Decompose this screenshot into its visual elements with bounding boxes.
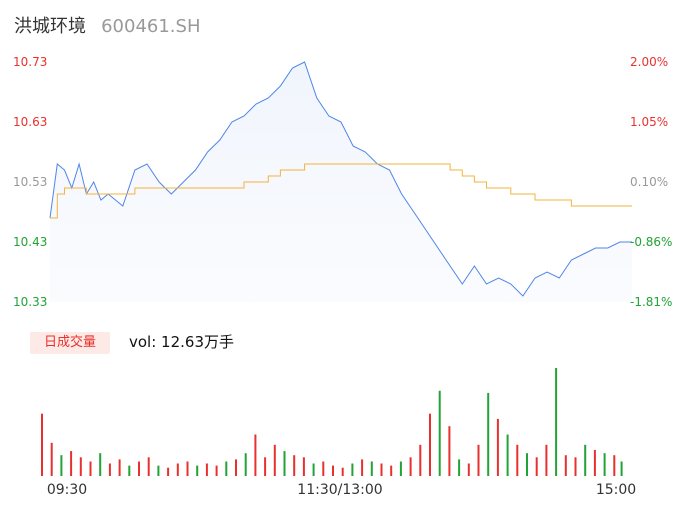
- volume-bar: [167, 467, 170, 476]
- volume-bar: [574, 457, 577, 476]
- price-fill-area: [50, 62, 632, 302]
- volume-bar: [60, 455, 63, 476]
- volume-bar: [341, 467, 344, 476]
- volume-bar: [516, 444, 519, 476]
- volume-bar: [438, 390, 441, 476]
- volume-bar: [41, 413, 43, 476]
- percent-axis-right: 2.00% 1.05% 0.10% -0.86% -1.81%: [630, 55, 672, 309]
- volume-bar: [380, 463, 383, 476]
- price-line: [49, 61, 632, 297]
- volume-bar: [244, 453, 247, 476]
- volume-bar: [273, 444, 276, 476]
- price-tick-label: 10.53: [13, 175, 47, 189]
- volume-bar: [487, 392, 490, 476]
- volume-bar: [535, 457, 538, 476]
- price-tick-label: 10.63: [13, 115, 47, 129]
- volume-bar: [555, 368, 558, 476]
- volume-bar: [215, 465, 218, 476]
- volume-bar: [419, 444, 422, 476]
- volume-bar: [79, 457, 82, 476]
- volume-bar: [293, 455, 296, 476]
- volume-bar: [370, 461, 373, 476]
- volume-bar: [89, 461, 92, 476]
- stock-name: 洪城环境: [14, 16, 86, 37]
- stock-code: 600461.SH: [101, 16, 201, 37]
- percent-tick-label: 1.05%: [630, 115, 668, 129]
- volume-bar: [118, 459, 121, 476]
- volume-bar: [147, 457, 150, 476]
- volume-bar: [70, 451, 73, 476]
- volume-bar: [506, 434, 509, 476]
- volume-bar: [351, 463, 354, 476]
- volume-bar: [186, 461, 189, 476]
- volume-bar: [235, 459, 237, 476]
- time-tick-label: 15:00: [596, 482, 636, 498]
- volume-bar: [409, 457, 412, 476]
- price-axis-left: 10.73 10.63 10.53 10.43 10.33: [13, 55, 47, 309]
- volume-bar: [458, 459, 461, 476]
- volume-bar: [50, 442, 53, 476]
- volume-bar: [477, 444, 480, 476]
- time-tick-label: 11:30/13:00: [297, 482, 382, 498]
- volume-bar: [128, 465, 131, 476]
- volume-bar: [526, 453, 528, 476]
- volume-bar: [108, 463, 111, 476]
- percent-tick-label: 0.10%: [630, 175, 668, 189]
- volume-bar: [99, 453, 102, 476]
- volume-bar: [254, 434, 257, 476]
- volume-bar: [545, 444, 548, 476]
- volume-bar: [312, 463, 315, 476]
- volume-bars: [41, 368, 623, 476]
- price-tick-label: 10.33: [13, 295, 47, 309]
- volume-bar: [283, 451, 286, 476]
- volume-bar: [613, 455, 616, 476]
- volume-bar: [205, 463, 208, 476]
- price-tick-label: 10.73: [13, 55, 47, 69]
- average-price-line: [50, 163, 632, 219]
- volume-bar: [322, 461, 325, 476]
- time-tick-label: 09:30: [47, 482, 87, 498]
- percent-tick-label: -0.86%: [630, 235, 672, 249]
- percent-tick-label: 2.00%: [630, 55, 668, 69]
- price-tick-label: 10.43: [13, 235, 47, 249]
- volume-bar: [138, 461, 140, 476]
- volume-bar: [176, 463, 179, 476]
- percent-tick-label: -1.81%: [630, 295, 672, 309]
- volume-bar: [157, 465, 160, 476]
- volume-bar: [429, 413, 431, 476]
- volume-bar: [399, 461, 402, 476]
- volume-bar: [496, 418, 499, 476]
- price-area: [49, 61, 632, 302]
- volume-bar: [603, 453, 606, 476]
- volume-bar: [390, 465, 393, 476]
- volume-bar: [620, 461, 623, 476]
- volume-bar: [302, 457, 305, 476]
- volume-bar: [225, 461, 228, 476]
- volume-bar: [196, 465, 199, 476]
- volume-bar: [593, 450, 596, 476]
- volume-bar: [332, 465, 334, 476]
- volume-summary: vol: 12.63万手: [129, 333, 234, 351]
- volume-bar: [448, 426, 451, 476]
- volume-bar: [584, 444, 587, 476]
- stock-header: 洪城环境 600461.SH: [14, 12, 201, 40]
- volume-bar: [564, 455, 567, 476]
- volume-bar: [264, 457, 267, 476]
- time-axis: 09:30 11:30/13:00 15:00: [47, 482, 636, 498]
- volume-bar: [361, 459, 364, 476]
- volume-tab[interactable]: 日成交量: [30, 332, 110, 354]
- volume-bar: [467, 463, 470, 476]
